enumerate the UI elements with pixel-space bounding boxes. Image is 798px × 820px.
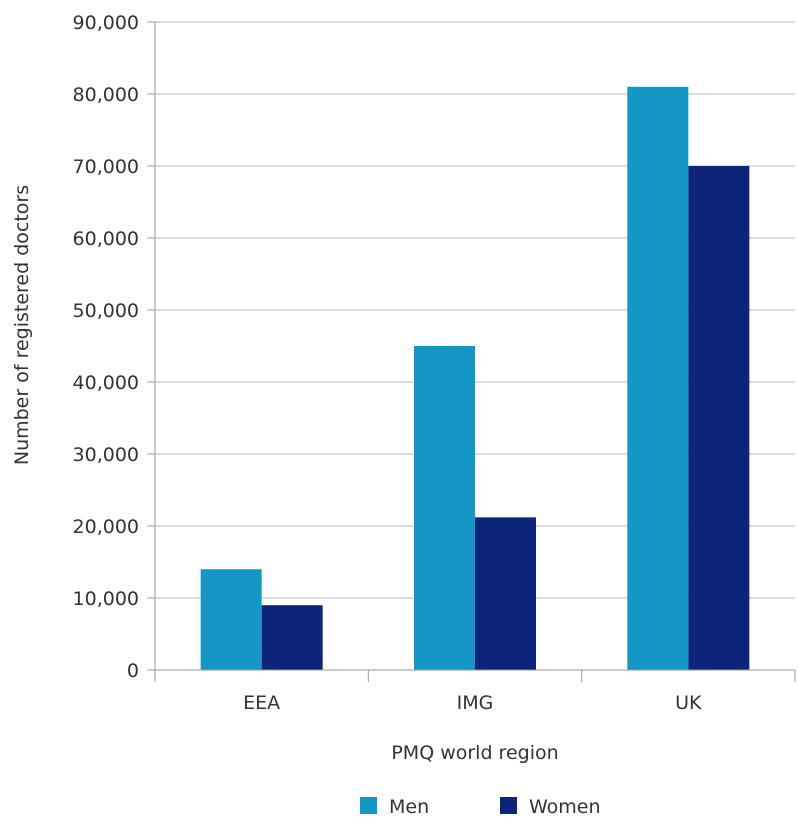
legend-label-women: Women [529, 796, 601, 818]
bars [200, 86, 750, 671]
bar-women-img [475, 517, 536, 670]
y-tick-label: 40,000 [73, 372, 139, 394]
x-tick-label: EEA [243, 692, 280, 714]
bar-men-eea [200, 569, 262, 670]
y-tick-label: 50,000 [73, 300, 139, 322]
y-tick-label: 10,000 [73, 588, 139, 610]
y-axis-title: Number of registered doctors [11, 185, 33, 465]
y-tick-label: 20,000 [73, 516, 139, 538]
bar-men-uk [627, 86, 689, 671]
legend-swatch-men [360, 797, 377, 814]
legend: Men Women [360, 796, 601, 818]
y-tick-label: 80,000 [73, 84, 139, 106]
x-tick-label: UK [675, 692, 702, 714]
y-tick-label: 0 [127, 660, 139, 682]
tick-labels: 0 10,000 20,000 30,000 40,000 50,000 60,000 70,… [73, 12, 703, 714]
axes [147, 21, 796, 682]
bar-men-img [414, 346, 475, 670]
y-tick-label: 30,000 [73, 444, 139, 466]
y-tick-label: 60,000 [73, 228, 139, 250]
legend-label-men: Men [389, 796, 429, 818]
x-axis-title: PMQ world region [391, 742, 558, 764]
bar-women-eea [261, 605, 323, 670]
y-tick-label: 70,000 [73, 156, 139, 178]
x-tick-label: IMG [457, 692, 494, 714]
bar-women-uk [688, 166, 750, 670]
legend-swatch-women [500, 797, 517, 814]
y-tick-label: 90,000 [73, 12, 139, 34]
gridlines [155, 21, 795, 599]
